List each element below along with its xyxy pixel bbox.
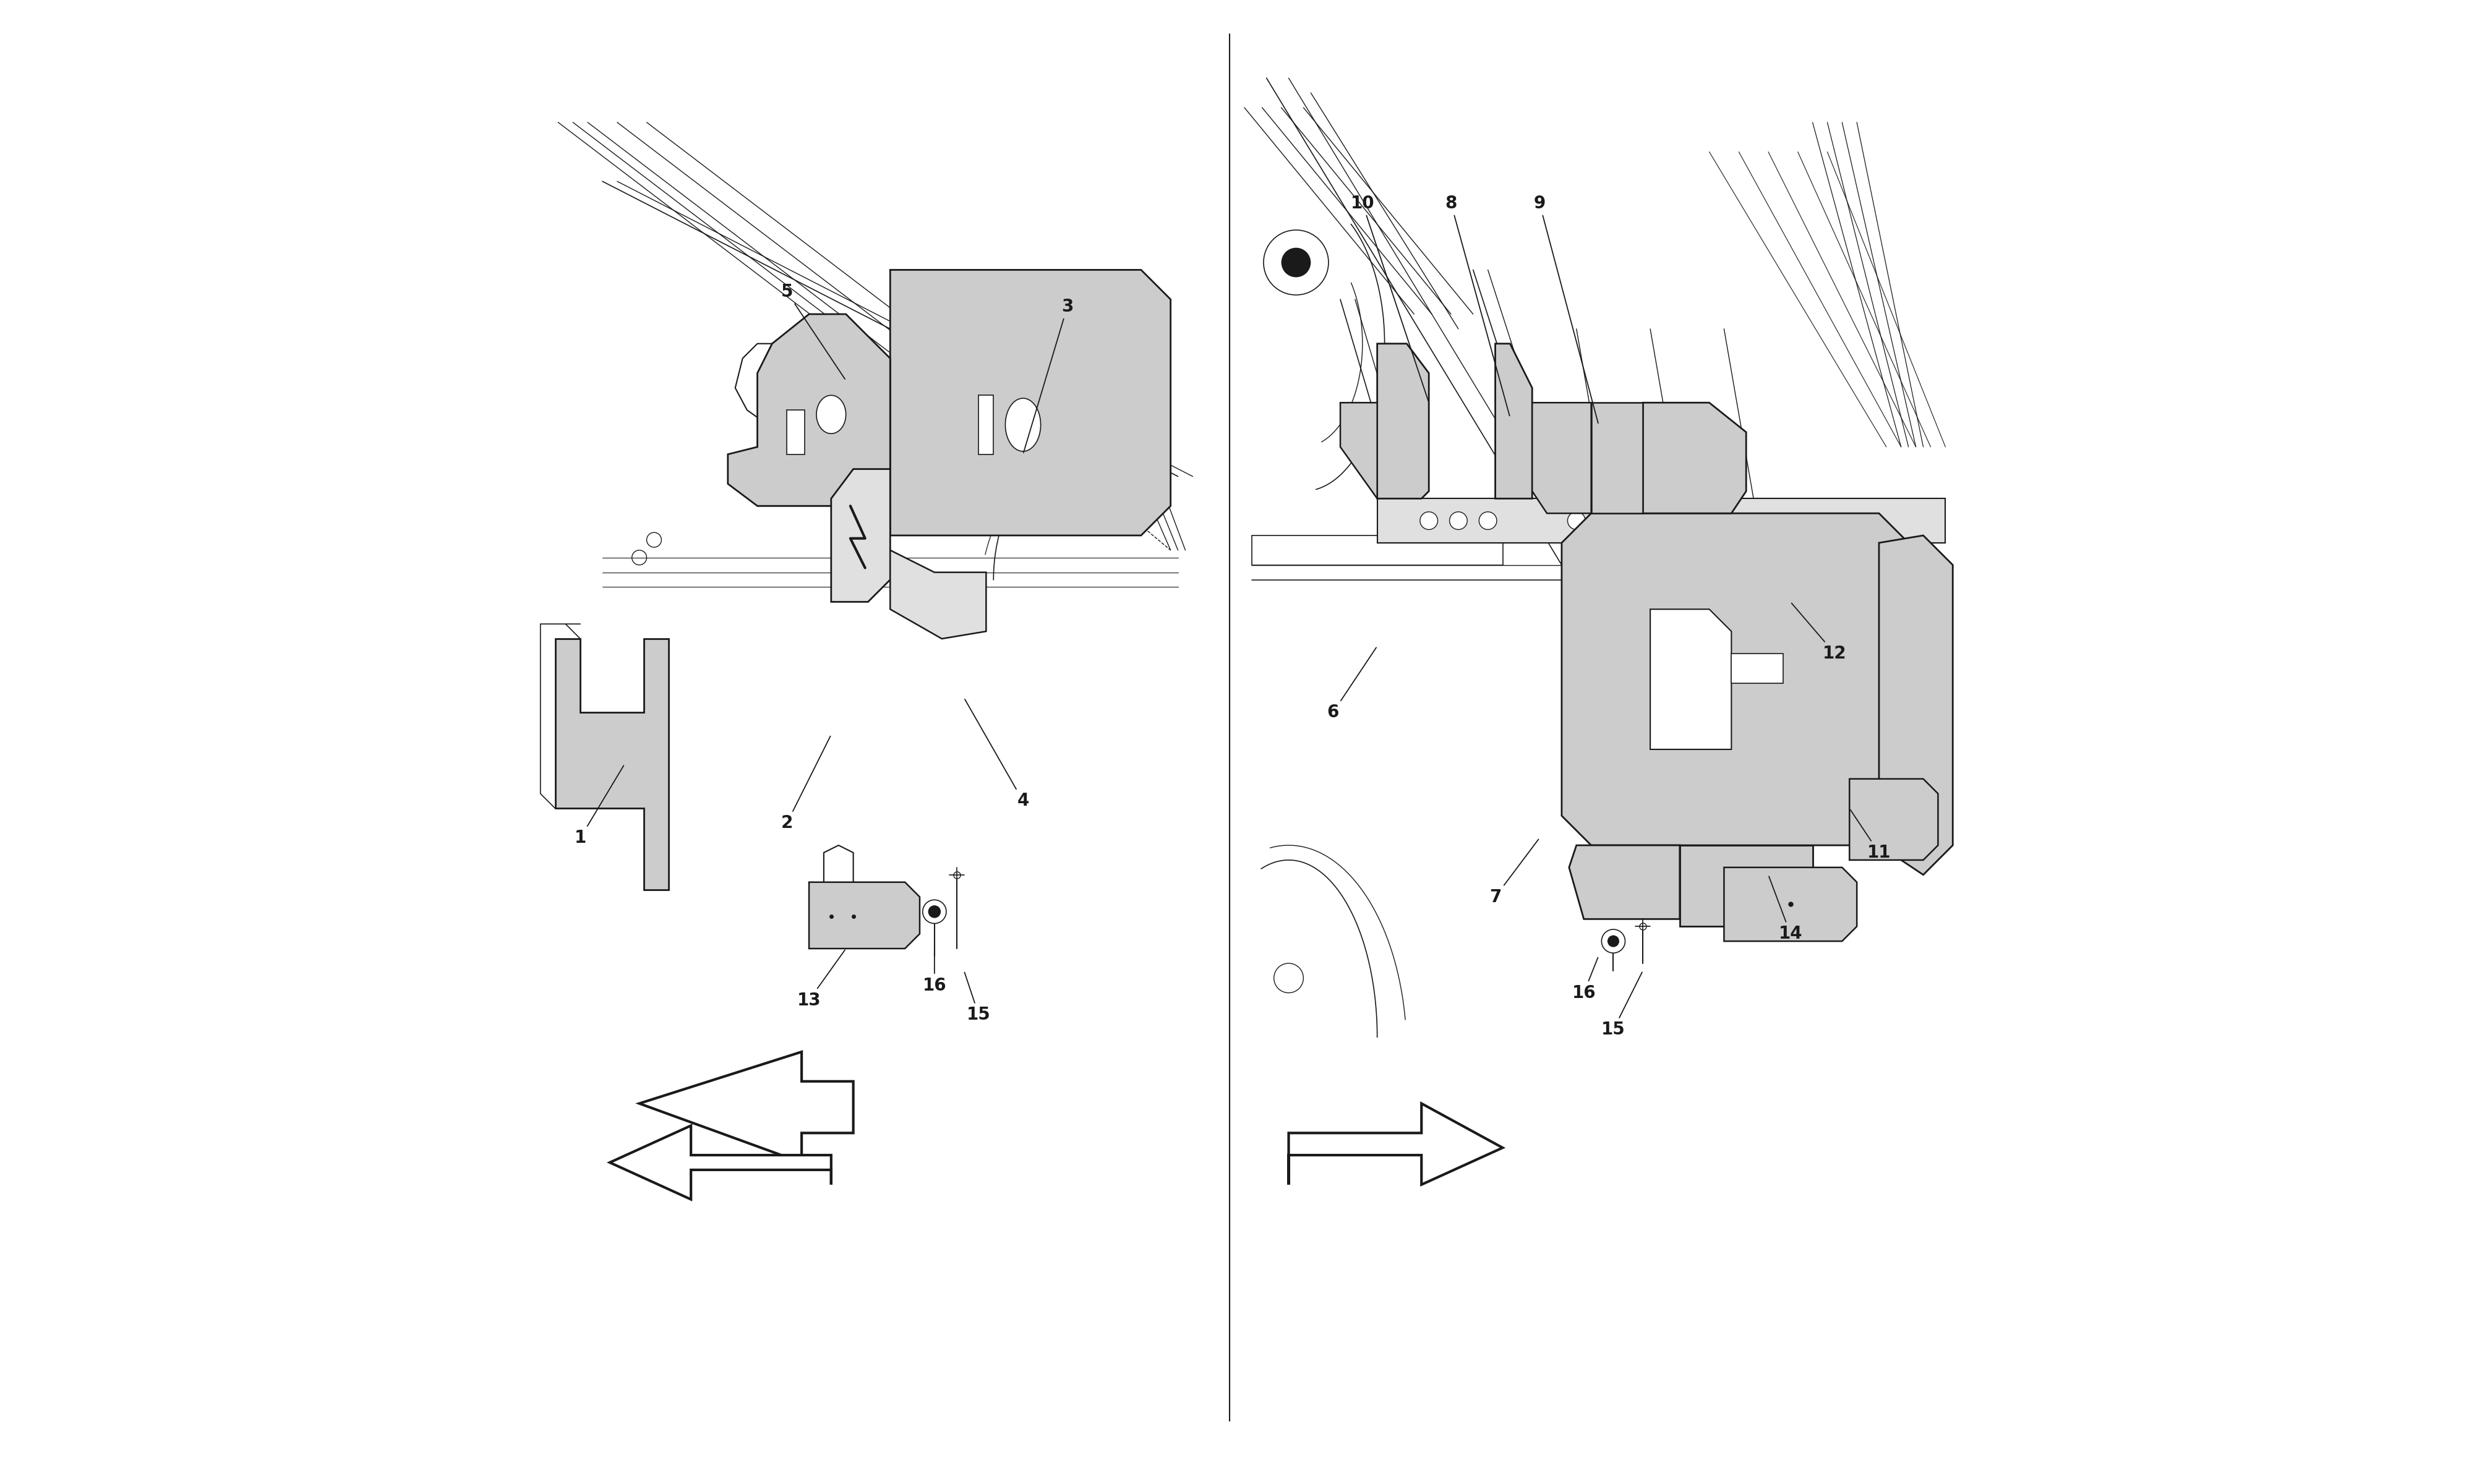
Polygon shape — [891, 270, 1170, 536]
Polygon shape — [1252, 536, 1502, 565]
Polygon shape — [1878, 536, 1952, 874]
Polygon shape — [609, 1125, 831, 1199]
Text: 15: 15 — [1601, 972, 1643, 1039]
Polygon shape — [638, 1052, 854, 1162]
Text: 5: 5 — [782, 283, 846, 378]
Polygon shape — [809, 881, 920, 948]
Polygon shape — [1569, 846, 1680, 919]
Text: 1: 1 — [574, 766, 623, 846]
Polygon shape — [1643, 402, 1747, 513]
Circle shape — [1450, 512, 1467, 530]
Polygon shape — [1851, 779, 1937, 861]
Text: 15: 15 — [965, 972, 990, 1024]
Polygon shape — [727, 315, 891, 506]
Text: 7: 7 — [1489, 840, 1539, 905]
Circle shape — [1608, 935, 1620, 947]
Text: 16: 16 — [923, 950, 948, 994]
Circle shape — [923, 899, 945, 923]
Circle shape — [928, 905, 940, 917]
Text: 9: 9 — [1534, 194, 1598, 423]
Text: 12: 12 — [1791, 603, 1846, 662]
Circle shape — [1479, 512, 1497, 530]
Polygon shape — [1732, 653, 1784, 683]
Polygon shape — [1004, 398, 1042, 451]
Polygon shape — [1531, 402, 1591, 513]
Polygon shape — [1724, 868, 1858, 941]
Text: 3: 3 — [1024, 298, 1074, 453]
Polygon shape — [787, 410, 804, 454]
Polygon shape — [1494, 344, 1531, 499]
Circle shape — [1420, 512, 1437, 530]
Polygon shape — [1341, 402, 1378, 499]
Circle shape — [1569, 512, 1586, 530]
Polygon shape — [980, 395, 995, 454]
Circle shape — [1282, 248, 1311, 278]
Circle shape — [1640, 512, 1660, 530]
Polygon shape — [831, 469, 891, 603]
Polygon shape — [554, 638, 668, 889]
Polygon shape — [1378, 344, 1430, 499]
Text: 11: 11 — [1851, 810, 1890, 861]
Text: 14: 14 — [1769, 877, 1804, 942]
Circle shape — [1606, 512, 1623, 530]
Text: 6: 6 — [1326, 647, 1376, 721]
Polygon shape — [816, 395, 846, 433]
Text: 13: 13 — [797, 950, 846, 1009]
Text: 10: 10 — [1351, 194, 1427, 401]
Polygon shape — [891, 551, 987, 638]
Text: 2: 2 — [782, 736, 831, 833]
Circle shape — [1601, 929, 1625, 953]
Polygon shape — [1561, 513, 1907, 846]
Polygon shape — [1289, 1104, 1502, 1184]
Polygon shape — [1591, 402, 1643, 513]
Text: 16: 16 — [1571, 957, 1598, 1002]
Polygon shape — [1680, 846, 1813, 926]
Polygon shape — [1378, 499, 1945, 543]
Circle shape — [1670, 512, 1690, 530]
Text: 4: 4 — [965, 699, 1029, 810]
Polygon shape — [1650, 610, 1732, 749]
Text: 8: 8 — [1445, 194, 1509, 416]
